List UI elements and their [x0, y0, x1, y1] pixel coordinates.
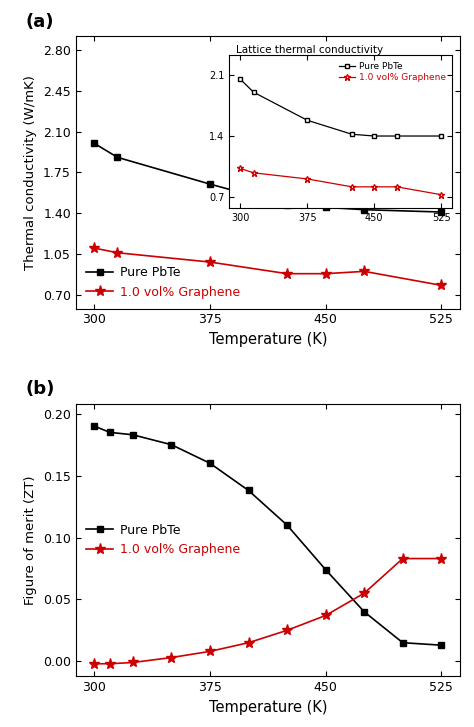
Pure PbTe	[207, 180, 213, 188]
1.0 vol% Graphene	[246, 638, 251, 647]
Legend: Pure PbTe, 1.0 vol% Graphene: Pure PbTe, 1.0 vol% Graphene	[82, 262, 244, 302]
X-axis label: Temperature (K): Temperature (K)	[209, 332, 327, 347]
Pure PbTe	[207, 459, 213, 467]
1.0 vol% Graphene	[130, 658, 136, 667]
Legend: Pure PbTe, 1.0 vol% Graphene: Pure PbTe, 1.0 vol% Graphene	[82, 520, 244, 560]
Pure PbTe	[91, 139, 97, 148]
X-axis label: Temperature (K): Temperature (K)	[209, 699, 327, 715]
1.0 vol% Graphene	[207, 647, 213, 656]
Line: 1.0 vol% Graphene: 1.0 vol% Graphene	[89, 553, 447, 670]
Pure PbTe	[115, 153, 120, 161]
Text: (b): (b)	[26, 380, 55, 398]
Text: (a): (a)	[26, 13, 55, 31]
Line: 1.0 vol% Graphene: 1.0 vol% Graphene	[89, 243, 447, 291]
Pure PbTe	[438, 208, 444, 217]
1.0 vol% Graphene	[169, 653, 174, 662]
Pure PbTe	[400, 638, 406, 647]
Y-axis label: Figure of merit (ZT): Figure of merit (ZT)	[25, 475, 37, 605]
1.0 vol% Graphene	[284, 269, 290, 278]
1.0 vol% Graphene	[207, 257, 213, 266]
Pure PbTe	[323, 566, 328, 574]
1.0 vol% Graphene	[284, 626, 290, 635]
Y-axis label: Thermal conductivity (W/mK): Thermal conductivity (W/mK)	[25, 75, 37, 270]
Pure PbTe	[323, 203, 328, 212]
Pure PbTe	[91, 422, 97, 430]
Line: Pure PbTe: Pure PbTe	[91, 422, 445, 648]
1.0 vol% Graphene	[323, 611, 328, 620]
Pure PbTe	[361, 205, 367, 214]
1.0 vol% Graphene	[400, 554, 406, 563]
Line: Pure PbTe: Pure PbTe	[91, 140, 445, 215]
1.0 vol% Graphene	[91, 244, 97, 252]
1.0 vol% Graphene	[438, 554, 444, 563]
Pure PbTe	[361, 607, 367, 616]
Pure PbTe	[284, 201, 290, 209]
1.0 vol% Graphene	[438, 281, 444, 289]
Pure PbTe	[246, 486, 251, 495]
1.0 vol% Graphene	[361, 589, 367, 598]
Pure PbTe	[130, 430, 136, 439]
1.0 vol% Graphene	[107, 659, 113, 668]
1.0 vol% Graphene	[115, 249, 120, 257]
1.0 vol% Graphene	[91, 659, 97, 668]
1.0 vol% Graphene	[361, 267, 367, 276]
1.0 vol% Graphene	[323, 269, 328, 278]
Pure PbTe	[284, 521, 290, 529]
Pure PbTe	[438, 640, 444, 649]
Pure PbTe	[107, 428, 113, 437]
Pure PbTe	[169, 441, 174, 449]
